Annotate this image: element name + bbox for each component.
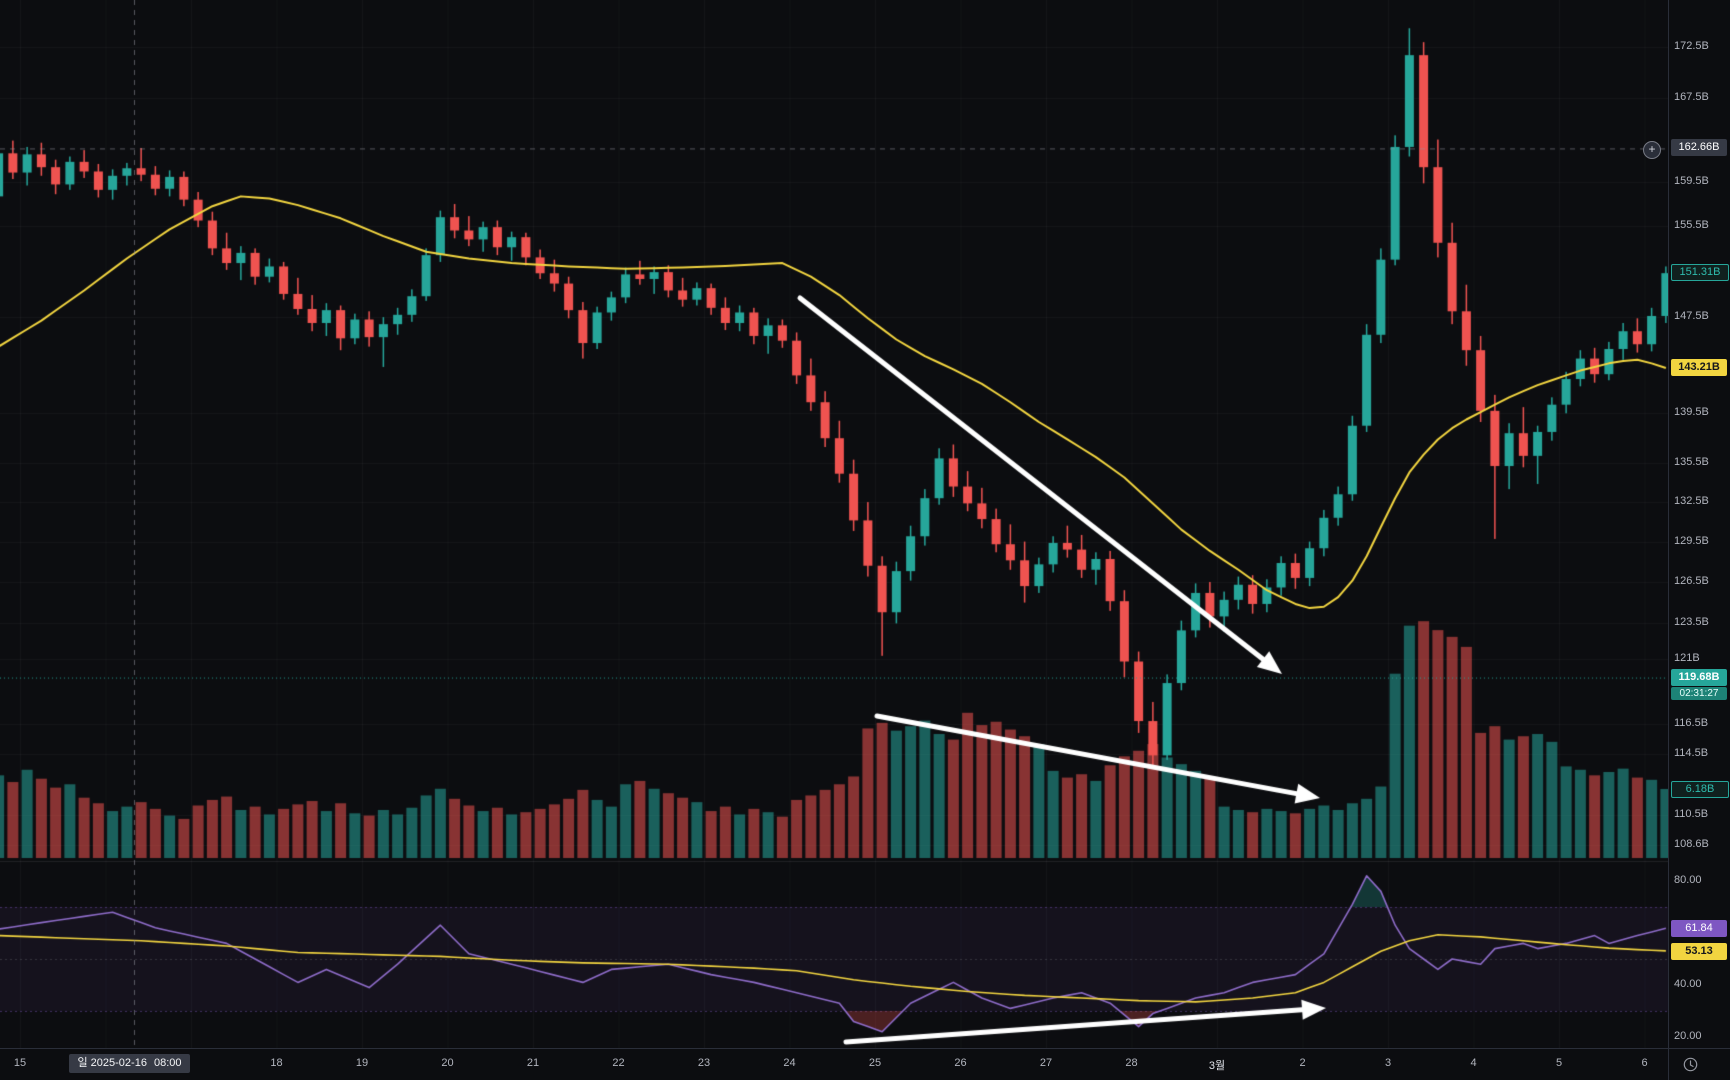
price-tick-label: 116.5B — [1674, 717, 1709, 730]
time-tick-label: 28 — [1125, 1057, 1138, 1069]
crosshair-time: 08:00 — [153, 1057, 182, 1069]
time-tick-label: 21 — [526, 1057, 540, 1069]
price-tick-label: 132.5B — [1674, 495, 1709, 508]
time-tick-label: 26 — [954, 1057, 967, 1069]
volume-value-label: 6.18B — [1671, 780, 1729, 798]
time-tick-label: 23 — [697, 1057, 711, 1069]
time-tick-label: 25 — [868, 1057, 882, 1069]
last-price-label: 151.31B — [1671, 264, 1729, 282]
rsi-value-label: 61.84 — [1671, 920, 1727, 938]
price-tick-label: 123.5B — [1674, 616, 1709, 629]
axis-corner — [1668, 1049, 1730, 1080]
crosshair-price-label: 162.66B — [1671, 139, 1727, 157]
add-alert-plus-button[interactable]: + — [1643, 141, 1661, 159]
bar-countdown-label: 02:31:27 — [1671, 686, 1727, 700]
timezone-clock-icon[interactable] — [1683, 1057, 1698, 1072]
price-tick-label: 172.5B — [1674, 40, 1709, 53]
price-tick-label: 121B — [1674, 651, 1700, 664]
rsi-tick-label: 80.00 — [1674, 874, 1702, 886]
time-tick-label: 4 — [1470, 1057, 1477, 1069]
time-tick-label: 27 — [1039, 1057, 1053, 1069]
price-tick-label: 155.5B — [1674, 219, 1709, 232]
crosshair-date: 일 2025-02-16 — [77, 1057, 147, 1069]
rsi-tick-label: 40.00 — [1674, 978, 1702, 990]
chart-canvas[interactable] — [0, 0, 1668, 1048]
time-tick-label: 3 — [1384, 1057, 1392, 1069]
time-tick-label: 18 — [270, 1057, 283, 1069]
price-tick-label: 114.5B — [1674, 746, 1709, 759]
time-tick-label: 22 — [612, 1057, 625, 1069]
crosshair-date-box: 일 2025-02-16 08:00 — [68, 1054, 191, 1073]
time-tick-label: 6 — [1641, 1057, 1648, 1069]
time-tick-label: 15 — [13, 1057, 27, 1069]
live-price-label: 119.68B — [1671, 668, 1727, 686]
time-tick-label: 20 — [441, 1057, 454, 1069]
price-tick-label: 167.5B — [1674, 90, 1709, 103]
time-tick-label: 2 — [1299, 1057, 1306, 1069]
price-tick-label: 139.5B — [1674, 406, 1709, 419]
time-tick-label: 24 — [783, 1057, 796, 1069]
price-tick-label: 110.5B — [1674, 808, 1709, 821]
rsi-ma-value-label: 53.13 — [1671, 942, 1727, 960]
price-tick-label: 159.5B — [1674, 175, 1709, 188]
time-tick-label: 19 — [355, 1057, 369, 1069]
price-axis[interactable]: 162.66B 151.31B 143.21B 119.68B 02:31:27… — [1668, 0, 1730, 1048]
time-tick-label: 3월 — [1208, 1060, 1226, 1072]
ma-value-label: 143.21B — [1671, 359, 1727, 377]
rsi-tick-label: 20.00 — [1674, 1030, 1702, 1042]
price-tick-label: 129.5B — [1674, 534, 1709, 547]
time-axis[interactable]: 일 2025-02-16 08:00 15 18 19 20 21 22 23 24 25 26 2… — [0, 1048, 1730, 1080]
price-tick-label: 108.6B — [1674, 838, 1709, 851]
price-tick-label: 135.5B — [1674, 456, 1709, 469]
price-tick-label: 126.5B — [1674, 575, 1709, 587]
price-tick-label: 147.5B — [1674, 310, 1709, 323]
price-tick-label: 177.5B — [1674, 0, 1709, 3]
time-tick-label: 5 — [1555, 1057, 1563, 1069]
